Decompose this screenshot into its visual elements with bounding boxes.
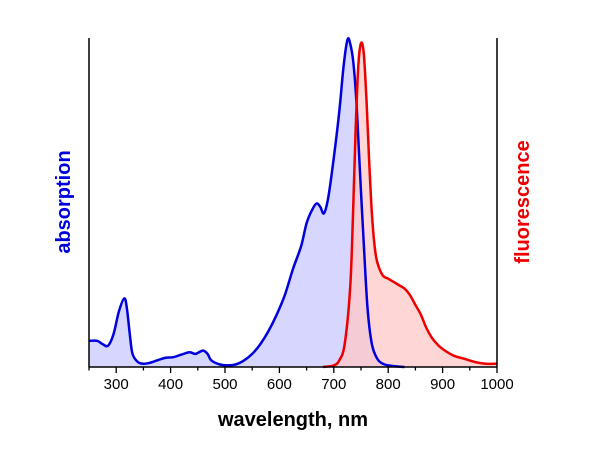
x-axis-title: wavelength, nm — [217, 409, 368, 431]
x-tick-label: 700 — [321, 376, 346, 393]
x-tick-label: 600 — [267, 376, 292, 393]
x-tick-label: 900 — [430, 376, 455, 393]
x-tick-label: 800 — [376, 376, 401, 393]
series-fills — [89, 38, 497, 368]
x-tick-label: 400 — [158, 376, 183, 393]
right-axis-title: fluorescence — [512, 140, 534, 263]
plot-area — [88, 37, 498, 369]
x-ticks: 300 400 500 600 700 800 900 1000 — [88, 367, 514, 393]
fluorescence-line — [322, 41, 498, 369]
x-tick-label: 1000 — [480, 376, 513, 393]
series-lines — [88, 37, 498, 369]
x-tick-label: 500 — [212, 376, 237, 393]
axes — [88, 38, 498, 368]
x-tick-label: 300 — [104, 376, 129, 393]
absorption-area — [89, 38, 405, 368]
left-axis-title: absorption — [53, 150, 75, 253]
